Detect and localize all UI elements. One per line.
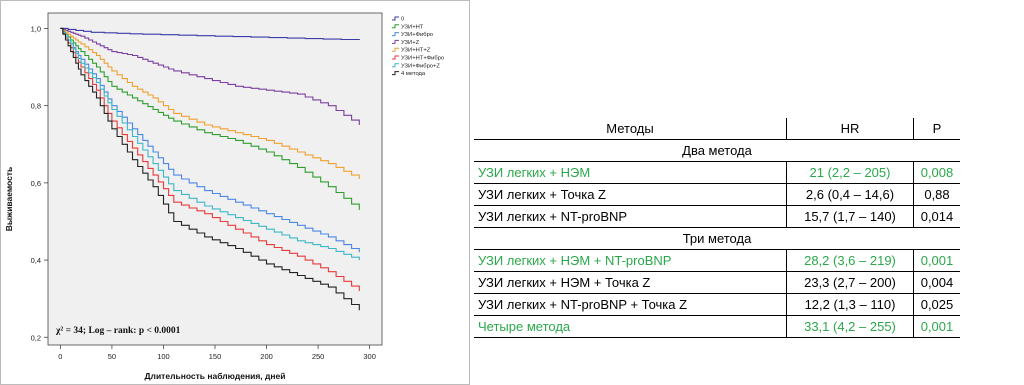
hr-cell: 33,1 (4,2 – 255): [786, 315, 914, 338]
method-cell: УЗИ легких + НЭМ + NT-proBNP: [474, 249, 787, 272]
x-tick-label: 250: [312, 352, 325, 361]
x-axis-label: Длительность наблюдения, дней: [145, 371, 286, 381]
series-line-0: [60, 27, 360, 41]
y-tick-label: 0,8: [31, 102, 41, 111]
table-row: УЗИ легких + НЭМ 21 (2,2 – 205) 0,008: [474, 161, 960, 184]
survival-curves: [60, 27, 360, 311]
table-row: Четыре метода 33,1 (4,2 – 255) 0,001: [474, 315, 960, 338]
legend-swatch: [392, 63, 399, 68]
y-tick-label: 0,6: [31, 179, 41, 188]
p-cell: 0,025: [913, 293, 960, 316]
legend-swatch: [392, 71, 399, 76]
method-cell: УЗИ легких + Точка Z: [474, 183, 787, 206]
hr-cell: 2,6 (0,4 – 14,6): [786, 183, 914, 206]
legend-entry: УЗИ+Фибро+Z: [401, 63, 440, 69]
legend-swatch: [392, 55, 399, 60]
survival-chart: 0,20,40,60,81,0 0 50 100 150 200 250 300 0УЗИ+…: [0, 0, 470, 385]
legend-entry: УЗИ+НТ+Z: [401, 48, 431, 54]
header-p: P: [913, 118, 960, 140]
hr-cell: 15,7 (1,7 – 140): [786, 205, 914, 228]
series-line-4: [60, 27, 360, 179]
series-line-1: [60, 27, 360, 210]
y-tick-label: 0,4: [31, 256, 41, 265]
hr-cell: 23,3 (2,7 – 200): [786, 271, 914, 294]
legend-swatch: [392, 32, 399, 37]
p-cell: 0,014: [913, 205, 960, 228]
table-row: УЗИ легких + Точка Z 2,6 (0,4 – 14,6) 0,88: [474, 183, 960, 206]
method-cell: УЗИ легких + NT-proBNP: [474, 205, 787, 228]
x-tick-label: 50: [108, 352, 116, 361]
x-tick-label: 200: [260, 352, 273, 361]
table-body: Два метода УЗИ легких + НЭМ 21 (2,2 – 205)…: [474, 139, 960, 338]
method-cell: УЗИ легких + НЭМ + Точка Z: [474, 271, 787, 294]
hr-cell: 28,2 (3,6 – 219): [786, 249, 914, 272]
table-header-row: Методы HR P: [474, 118, 960, 140]
hr-cell: 21 (2,2 – 205): [786, 161, 914, 184]
table-row: УЗИ легких + NT-proBNP + Точка Z 12,2 (1,…: [474, 293, 960, 316]
section-label: Три метода: [474, 227, 960, 250]
legend-entry: УЗИ+НТ+Фибро: [401, 56, 444, 62]
y-axis-label: Выживаемость: [4, 167, 14, 231]
x-tick-label: 0: [58, 352, 62, 361]
y-tick-label: 1,0: [31, 24, 41, 33]
section-label: Два метода: [474, 139, 960, 162]
series-line-3: [60, 27, 360, 125]
x-tick-label: 150: [209, 352, 222, 361]
p-cell: 0,004: [913, 271, 960, 294]
legend-swatch: [392, 47, 399, 52]
method-cell: Четыре метода: [474, 315, 787, 338]
method-cell: УЗИ легких + НЭМ: [474, 161, 787, 184]
p-cell: 0,88: [913, 183, 960, 206]
x-tick-label: 300: [363, 352, 376, 361]
legend-entry: УЗИ+НТ: [401, 24, 424, 30]
hazard-ratio-table: Методы HR P Два метода УЗИ легких + НЭМ 21…: [474, 118, 960, 338]
method-cell: УЗИ легких + NT-proBNP + Точка Z: [474, 293, 787, 316]
legend-swatch: [392, 16, 399, 21]
section-row: Два метода: [474, 139, 960, 162]
legend-entry: 0: [401, 17, 404, 23]
legend-entry: УЗИ+Z: [401, 40, 420, 46]
legend-swatch: [392, 39, 399, 44]
series-line-7: [60, 27, 360, 311]
x-axis-ticks: 0 50 100 150 200 250 300: [58, 345, 376, 361]
header-hr: HR: [786, 118, 914, 140]
p-cell: 0,001: [913, 315, 960, 338]
p-cell: 0,001: [913, 249, 960, 272]
header-methods: Методы: [474, 118, 787, 140]
y-tick-label: 0,2: [31, 333, 41, 342]
series-line-6: [60, 27, 360, 261]
x-tick-label: 100: [157, 352, 170, 361]
legend-swatch: [392, 24, 399, 29]
p-cell: 0,008: [913, 161, 960, 184]
series-line-2: [60, 27, 360, 253]
table-row: УЗИ легких + НЭМ + Точка Z 23,3 (2,7 – 20…: [474, 271, 960, 294]
hr-cell: 12,2 (1,3 – 110): [786, 293, 914, 316]
plot-area: [47, 12, 383, 346]
series-line-5: [60, 27, 360, 291]
legend-entry: УЗИ+Фибро: [401, 32, 433, 38]
legend-entry: 4 метода: [401, 71, 426, 77]
section-row: Три метода: [474, 227, 960, 250]
y-axis-ticks: 0,2 0,4 0,6 0,8 1,0: [31, 24, 48, 342]
chart-annotation: χ² = 34; Log – rank: p < 0.0001: [55, 326, 181, 336]
table-row: УЗИ легких + NT-proBNP 15,7 (1,7 – 140) 0,…: [474, 205, 960, 228]
table-row: УЗИ легких + НЭМ + NT-proBNP 28,2 (3,6 – …: [474, 249, 960, 272]
